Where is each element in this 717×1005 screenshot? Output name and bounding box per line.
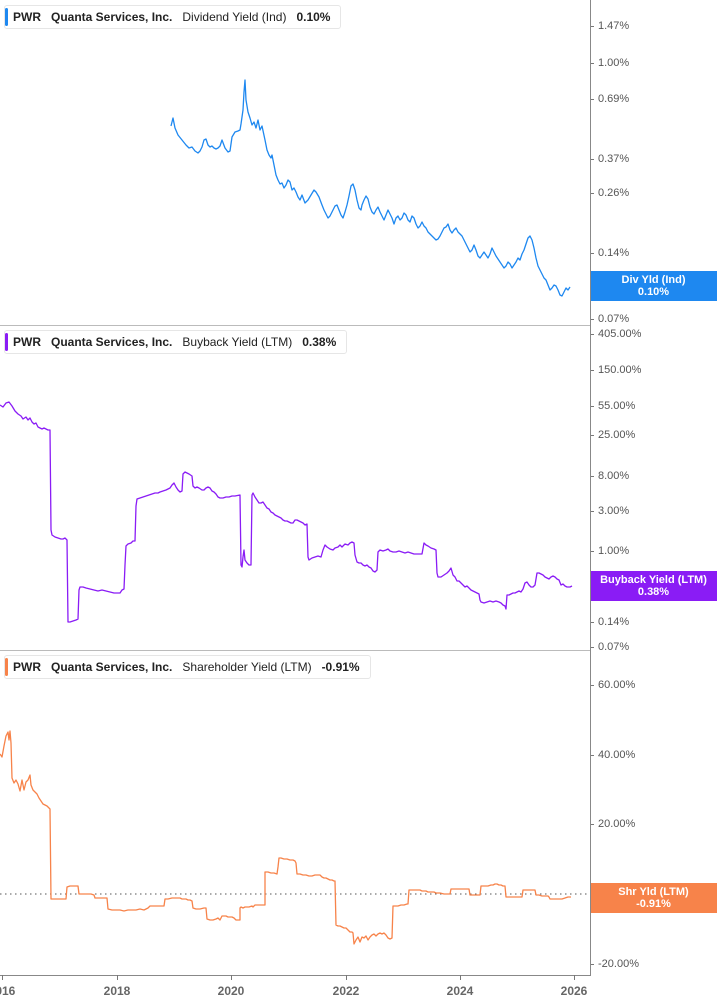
y-tick: 55.00% (590, 400, 636, 412)
x-tick-label: 2016 (0, 984, 16, 998)
y-tick: 0.07% (590, 641, 630, 653)
legend-company: Quanta Services, Inc. (51, 10, 173, 24)
y-tick: 25.00% (590, 429, 636, 441)
y-tick: 0.14% (590, 247, 630, 259)
y-tick: 40.00% (590, 749, 636, 761)
legend-company: Quanta Services, Inc. (51, 335, 173, 349)
panel-divider (0, 650, 591, 651)
legend-value: 0.38% (302, 335, 337, 349)
x-tick-mark (346, 975, 347, 980)
y-tick: 0.07% (590, 313, 630, 325)
legend-company: Quanta Services, Inc. (51, 660, 173, 674)
x-axis-line (0, 975, 591, 976)
dividend-yield-line (170, 79, 571, 297)
x-tick-mark (2, 975, 3, 980)
shareholder-yield-line (0, 730, 590, 945)
legend-ticker: PWR (13, 335, 41, 349)
y-tick: 0.14% (590, 616, 630, 628)
flag-value: 0.38% (637, 586, 670, 598)
legend-ticker: PWR (13, 10, 41, 24)
shareholder-yield-panel: PWR Quanta Services, Inc. Shareholder Yi… (0, 650, 717, 976)
y-tick: 0.69% (590, 93, 630, 105)
flag-label: Buyback Yield (LTM) (600, 574, 707, 586)
flag-value: -0.91% (636, 898, 671, 910)
series-color-marker (5, 8, 8, 26)
legend-metric: Shareholder Yield (LTM) (182, 660, 312, 674)
x-tick-label: 2020 (217, 984, 245, 998)
x-tick-mark (117, 975, 118, 980)
buyback-yield-line (0, 401, 573, 623)
legend-metric: Dividend Yield (Ind) (182, 10, 287, 24)
y-tick: 20.00% (590, 818, 636, 830)
flag-label: Shr Yld (LTM) (618, 886, 689, 898)
dividend-yield-panel: PWR Quanta Services, Inc. Dividend Yield… (0, 0, 717, 325)
dividend-legend: PWR Quanta Services, Inc. Dividend Yield… (4, 5, 342, 29)
legend-metric: Buyback Yield (LTM) (182, 335, 293, 349)
y-tick: 405.00% (590, 328, 642, 340)
y-tick: 1.00% (590, 545, 630, 557)
y-axis-line (590, 0, 591, 976)
y-tick: -20.00% (591, 958, 639, 970)
x-tick-mark (574, 975, 575, 980)
y-tick: 0.37% (590, 153, 630, 165)
y-tick: 1.00% (590, 57, 630, 69)
x-tick-label: 2024 (446, 984, 474, 998)
legend-value: -0.91% (321, 660, 360, 674)
buyback-yield-panel: PWR Quanta Services, Inc. Buyback Yield … (0, 325, 717, 653)
x-tick-label: 2022 (332, 984, 360, 998)
flag-value: 0.10% (637, 286, 670, 298)
buyback-value-flag: Buyback Yield (LTM) 0.38% (590, 571, 717, 601)
panel-divider (0, 325, 591, 326)
y-tick: 1.47% (590, 20, 630, 32)
y-tick: 3.00% (590, 505, 630, 517)
series-color-marker (5, 333, 8, 351)
dividend-value-flag: Div Yld (Ind) 0.10% (590, 271, 717, 301)
x-tick-label: 2026 (560, 984, 588, 998)
legend-ticker: PWR (13, 660, 41, 674)
x-tick-mark (231, 975, 232, 980)
legend-value: 0.10% (296, 10, 331, 24)
flag-label: Div Yld (Ind) (621, 274, 686, 286)
buyback-legend: PWR Quanta Services, Inc. Buyback Yield … (4, 330, 348, 354)
x-tick-mark (460, 975, 461, 980)
y-tick: 0.26% (590, 187, 630, 199)
series-color-marker (5, 658, 8, 676)
x-tick-label: 2018 (103, 984, 131, 998)
y-tick: 60.00% (590, 679, 636, 691)
y-tick: 150.00% (590, 364, 642, 376)
shareholder-value-flag: Shr Yld (LTM) -0.91% (590, 883, 717, 913)
y-tick: 8.00% (590, 470, 630, 482)
shareholder-legend: PWR Quanta Services, Inc. Shareholder Yi… (4, 655, 371, 679)
